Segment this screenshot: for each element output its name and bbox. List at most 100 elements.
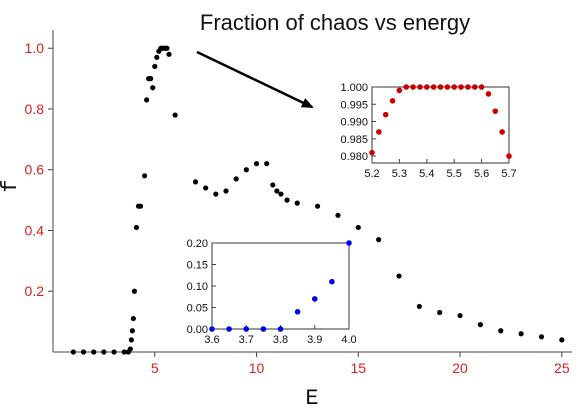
- y-tick-label: 0.2: [25, 283, 45, 299]
- data-point: [172, 112, 178, 118]
- data-point: [101, 349, 107, 355]
- data-point: [164, 45, 170, 51]
- inset-data-point: [444, 84, 451, 90]
- data-point: [127, 346, 133, 352]
- data-point: [270, 182, 276, 188]
- x-axis-label: E: [305, 386, 318, 411]
- data-point: [133, 224, 140, 231]
- inset-y-tick-label: 0.00: [187, 324, 208, 336]
- inset-data-point: [451, 84, 458, 90]
- data-point: [498, 328, 504, 334]
- inset-data-point: [389, 98, 396, 104]
- data-point: [274, 188, 280, 194]
- data-point: [294, 200, 300, 206]
- inset-data-point: [465, 84, 471, 90]
- main-plot: 5 10 15 20 25 0.2 0.4 0.6 0.8 1.0: [25, 30, 572, 376]
- data-point: [284, 197, 290, 203]
- data-point: [128, 337, 134, 343]
- inset-top: 5.2 5.3 5.4 5.5 5.6 5.7 0.980 0.985 0.990 0.995 1.…: [340, 82, 516, 180]
- data-point: [70, 349, 76, 355]
- inset-data-point: [369, 149, 375, 156]
- inset-x-tick-label: 5.2: [364, 168, 379, 180]
- data-point: [477, 322, 484, 328]
- inset-x-tick-label: 5.5: [447, 168, 462, 180]
- inset-x-tick-label: 3.6: [204, 334, 219, 346]
- inset-data-point: [403, 84, 410, 90]
- inset-x-tick-label: 5.4: [419, 168, 434, 180]
- inset-data-point: [417, 84, 423, 90]
- inset-x-tick-label: 3.7: [239, 334, 254, 346]
- data-point: [264, 161, 270, 167]
- inset-data-point: [311, 296, 318, 302]
- inset-x-tick-label: 5.7: [501, 168, 516, 180]
- data-point: [355, 224, 361, 231]
- data-point: [213, 191, 219, 197]
- data-point: [121, 349, 127, 355]
- data-point: [141, 173, 148, 179]
- data-point: [144, 97, 150, 103]
- inset-data-point: [376, 129, 382, 135]
- data-point: [376, 237, 382, 243]
- data-point: [152, 63, 158, 70]
- inset-data-point: [458, 84, 464, 90]
- x-tick-label: 20: [452, 360, 468, 376]
- data-point: [150, 85, 156, 91]
- data-point: [129, 328, 135, 334]
- inset-y-tick-label: 0.10: [187, 281, 208, 293]
- inset-y-tick-label: 0.20: [187, 238, 208, 250]
- data-point: [437, 309, 443, 316]
- inset-y-tick-label: 1.000: [340, 82, 368, 94]
- x-tick-label: 15: [351, 360, 367, 376]
- y-tick-label: 0.8: [25, 101, 45, 117]
- data-point: [335, 212, 341, 218]
- inset-x-tick-label: 5.6: [474, 168, 489, 180]
- inset-data-point: [424, 84, 430, 90]
- inset-data-point: [346, 240, 352, 246]
- data-point: [396, 273, 402, 279]
- inset-data-point: [485, 91, 492, 97]
- inset-data-point: [437, 84, 444, 90]
- inset-y-tick-label: 0.990: [340, 117, 368, 129]
- inset-data-point: [499, 129, 505, 135]
- inset-data-point: [294, 309, 301, 315]
- y-tick-label: 1.0: [25, 40, 45, 56]
- y-tick-label: 0.6: [25, 162, 45, 178]
- inset-data-point: [243, 326, 250, 332]
- data-point: [538, 334, 545, 340]
- inset-data-point: [260, 326, 267, 332]
- data-point: [192, 179, 199, 185]
- data-point: [203, 185, 209, 191]
- inset-frame: [211, 242, 350, 330]
- inset-x-tick-label: 5.3: [392, 168, 407, 180]
- y-axis-label: f: [0, 179, 23, 192]
- inset-x-tick-label: 3.9: [307, 334, 322, 346]
- inset-x-tick-label: 4.0: [341, 334, 356, 346]
- inset-data-point: [506, 153, 512, 159]
- inset-data-point: [329, 278, 335, 285]
- data-point: [233, 176, 239, 182]
- inset-y-tick-label: 0.995: [340, 99, 368, 111]
- data-point: [130, 315, 136, 322]
- inset-data-point: [410, 84, 416, 90]
- inset-data-point: [430, 84, 437, 90]
- data-point: [278, 191, 284, 197]
- data-point: [148, 76, 154, 82]
- y-tick-label: 0.4: [25, 222, 45, 238]
- inset-x-tick-label: 3.8: [273, 334, 288, 346]
- inset-data-point: [471, 84, 478, 90]
- data-point: [416, 303, 422, 310]
- inset-y-tick-label: 0.985: [340, 134, 368, 146]
- data-point: [91, 349, 97, 355]
- data-point: [457, 312, 463, 319]
- inset-y-tick-label: 0.15: [187, 260, 208, 272]
- inset-y-tick-label: 0.980: [340, 151, 368, 163]
- inset-data-point: [226, 326, 232, 332]
- data-point: [223, 188, 229, 194]
- callout-arrow: [196, 50, 314, 109]
- chart-title: Fraction of chaos vs energy: [200, 10, 470, 35]
- data-point: [253, 161, 260, 167]
- x-tick-label: 5: [151, 360, 159, 376]
- data-point: [111, 349, 117, 355]
- data-point: [154, 54, 160, 60]
